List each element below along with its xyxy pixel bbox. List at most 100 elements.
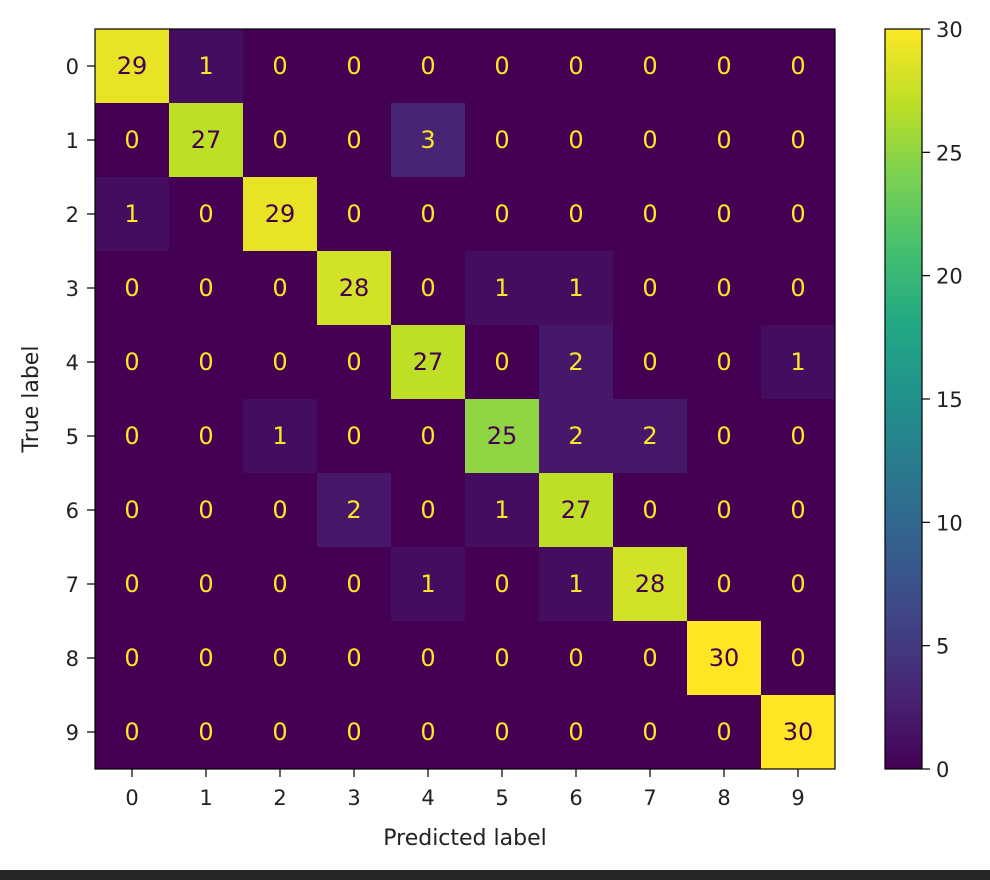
heatmap-cell-value: 0 xyxy=(642,126,657,154)
heatmap-cell-value: 29 xyxy=(117,52,148,80)
heatmap-cell xyxy=(687,695,762,770)
heatmap-cell-labels: 29 1 0 0 0 0 0 0 0 00 27 0 0 3 0 0 0 0 01 0 29 0 0 0 0 0 0 00 0 0 28 0 1… xyxy=(117,52,814,746)
heatmap-cell-value: 0 xyxy=(494,718,509,746)
heatmap-cell-value: 0 xyxy=(124,644,139,672)
heatmap-cell-value: 0 xyxy=(420,496,435,524)
heatmap-cell xyxy=(243,251,318,326)
heatmap-cell xyxy=(95,621,170,696)
heatmap-cell-value: 25 xyxy=(487,422,518,450)
heatmap-cell xyxy=(169,251,244,326)
heatmap-cell-value: 0 xyxy=(642,52,657,80)
heatmap-cell xyxy=(761,177,836,252)
y-tick-label: 3 xyxy=(66,277,79,301)
heatmap-cell xyxy=(613,325,688,400)
heatmap-cell-value: 0 xyxy=(420,274,435,302)
heatmap-cell-value: 1 xyxy=(124,200,139,228)
heatmap-cell-value: 0 xyxy=(420,422,435,450)
x-tick-label: 8 xyxy=(717,786,730,810)
heatmap-cell-value: 1 xyxy=(420,570,435,598)
heatmap-cell-value: 0 xyxy=(494,570,509,598)
x-tick-label: 7 xyxy=(643,786,656,810)
heatmap-cell xyxy=(761,473,836,548)
heatmap-cell-value: 0 xyxy=(346,126,361,154)
heatmap-cell-value: 0 xyxy=(272,570,287,598)
heatmap-cell xyxy=(687,103,762,178)
heatmap-cell xyxy=(539,29,614,104)
heatmap-cell xyxy=(95,473,170,548)
heatmap-cell-value: 0 xyxy=(716,348,731,376)
heatmap-cell xyxy=(761,251,836,326)
heatmap-cell xyxy=(761,29,836,104)
heatmap-cell-value: 0 xyxy=(124,274,139,302)
heatmap-cell xyxy=(539,251,614,326)
x-tick-label: 4 xyxy=(421,786,434,810)
colorbar-tick-label: 25 xyxy=(936,141,963,165)
colorbar-tick-label: 20 xyxy=(936,265,963,289)
colorbar-ticks: 0 5 10 15 20 25 30 xyxy=(922,18,963,782)
heatmap-cells xyxy=(95,29,836,770)
heatmap-cell xyxy=(613,547,688,622)
heatmap-cell-value: 0 xyxy=(790,52,805,80)
y-tick-label: 8 xyxy=(66,647,79,671)
heatmap-cell xyxy=(687,177,762,252)
colorbar-tick-label: 0 xyxy=(936,758,949,782)
heatmap-cell xyxy=(169,473,244,548)
heatmap-cell xyxy=(687,29,762,104)
heatmap-cell-value: 0 xyxy=(716,200,731,228)
heatmap-cell-value: 0 xyxy=(272,274,287,302)
heatmap-cell xyxy=(317,103,392,178)
x-tick-label: 6 xyxy=(569,786,582,810)
heatmap-cell-value: 0 xyxy=(346,348,361,376)
heatmap-cell xyxy=(243,177,318,252)
heatmap-cell xyxy=(613,695,688,770)
heatmap-cell-value: 0 xyxy=(198,422,213,450)
heatmap-cell xyxy=(317,29,392,104)
heatmap-cell xyxy=(169,29,244,104)
heatmap-cell-value: 30 xyxy=(783,718,814,746)
heatmap-cell xyxy=(465,103,540,178)
heatmap-cell-value: 0 xyxy=(790,496,805,524)
heatmap-cell xyxy=(613,399,688,474)
heatmap-cell xyxy=(465,621,540,696)
heatmap-cell xyxy=(317,547,392,622)
heatmap-cell xyxy=(613,177,688,252)
heatmap-cell xyxy=(761,547,836,622)
heatmap-cell xyxy=(613,251,688,326)
heatmap-cell-value: 1 xyxy=(198,52,213,80)
heatmap-cell-value: 0 xyxy=(272,718,287,746)
colorbar-tick-label: 15 xyxy=(936,388,963,412)
x-tick-label: 0 xyxy=(125,786,138,810)
heatmap-cell-value: 0 xyxy=(124,496,139,524)
heatmap-cell-value: 0 xyxy=(420,200,435,228)
heatmap-cell xyxy=(761,399,836,474)
heatmap-cell-value: 28 xyxy=(635,570,666,598)
heatmap-cell xyxy=(465,695,540,770)
y-tick-label: 7 xyxy=(66,573,79,597)
heatmap-cell-value: 0 xyxy=(272,496,287,524)
x-tick-label: 5 xyxy=(495,786,508,810)
heatmap-cell xyxy=(761,695,836,770)
heatmap-cell-value: 0 xyxy=(716,52,731,80)
heatmap-cell xyxy=(317,325,392,400)
heatmap-cell xyxy=(95,103,170,178)
heatmap-cell-value: 2 xyxy=(568,422,583,450)
heatmap-cell-value: 0 xyxy=(420,718,435,746)
y-tick-label: 5 xyxy=(66,425,79,449)
heatmap-cell xyxy=(539,473,614,548)
heatmap-cell xyxy=(465,325,540,400)
heatmap-cell xyxy=(687,399,762,474)
heatmap-cell-value: 0 xyxy=(346,200,361,228)
heatmap-cell-value: 0 xyxy=(716,718,731,746)
heatmap-cell xyxy=(687,547,762,622)
y-tick-label: 9 xyxy=(66,721,79,745)
heatmap-cell-value: 0 xyxy=(568,200,583,228)
heatmap-cell-value: 0 xyxy=(716,274,731,302)
heatmap-cell-value: 0 xyxy=(346,422,361,450)
heatmap-cell-value: 0 xyxy=(716,570,731,598)
heatmap-cell-value: 0 xyxy=(568,718,583,746)
heatmap-cell-value: 30 xyxy=(709,644,740,672)
heatmap-cell xyxy=(391,29,466,104)
heatmap-cell-value: 0 xyxy=(198,570,213,598)
heatmap-cell-value: 0 xyxy=(790,570,805,598)
heatmap-cell xyxy=(169,177,244,252)
